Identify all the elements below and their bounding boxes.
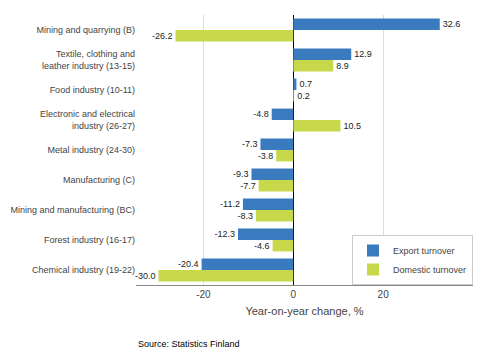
svg-text:-7.7: -7.7 [240,181,256,191]
svg-text:Forest industry (16-17): Forest industry (16-17) [44,235,135,245]
svg-text:Domestic turnover: Domestic turnover [393,265,466,275]
svg-text:Metal industry (24-30): Metal industry (24-30) [47,145,135,155]
svg-text:32.6: 32.6 [443,19,461,29]
svg-text:-11.2: -11.2 [220,199,240,209]
svg-text:-3.8: -3.8 [258,151,274,161]
svg-text:8.9: 8.9 [336,61,349,71]
svg-text:-8.3: -8.3 [237,211,253,221]
svg-text:-12.3: -12.3 [214,229,235,239]
svg-text:0.2: 0.2 [297,91,310,101]
svg-text:Year-on-year change, %: Year-on-year change, % [245,305,363,317]
svg-text:-20.4: -20.4 [178,259,199,269]
svg-text:10.5: 10.5 [343,121,361,131]
svg-text:Food industry (10-11): Food industry (10-11) [50,85,135,95]
svg-text:-9.3: -9.3 [233,169,249,179]
svg-text:-30.0: -30.0 [135,271,156,281]
svg-text:-26.2: -26.2 [152,31,173,41]
svg-text:0.7: 0.7 [299,79,312,89]
svg-text:0: 0 [290,289,296,300]
svg-text:Textile, clothing andleather i: Textile, clothing andleather industry (1… [42,49,135,71]
svg-text:-20: -20 [196,289,211,300]
svg-text:-7.3: -7.3 [242,139,258,149]
svg-text:-4.8: -4.8 [253,109,269,119]
svg-text:Manufacturing (C): Manufacturing (C) [63,175,135,185]
svg-text:12.9: 12.9 [354,49,372,59]
svg-text:-4.6: -4.6 [254,241,270,251]
svg-text:Source: Statistics Finland: Source: Statistics Finland [138,339,240,349]
svg-text:Chemical industry (19-22): Chemical industry (19-22) [32,265,135,275]
svg-text:Export turnover: Export turnover [393,246,455,256]
svg-text:Electronic and electricalindus: Electronic and electricalindustry (26-27… [40,109,135,131]
svg-text:Mining and manufacturing (BC): Mining and manufacturing (BC) [10,205,135,215]
svg-text:Mining and quarrying (B): Mining and quarrying (B) [36,25,135,35]
svg-text:20: 20 [378,289,390,300]
